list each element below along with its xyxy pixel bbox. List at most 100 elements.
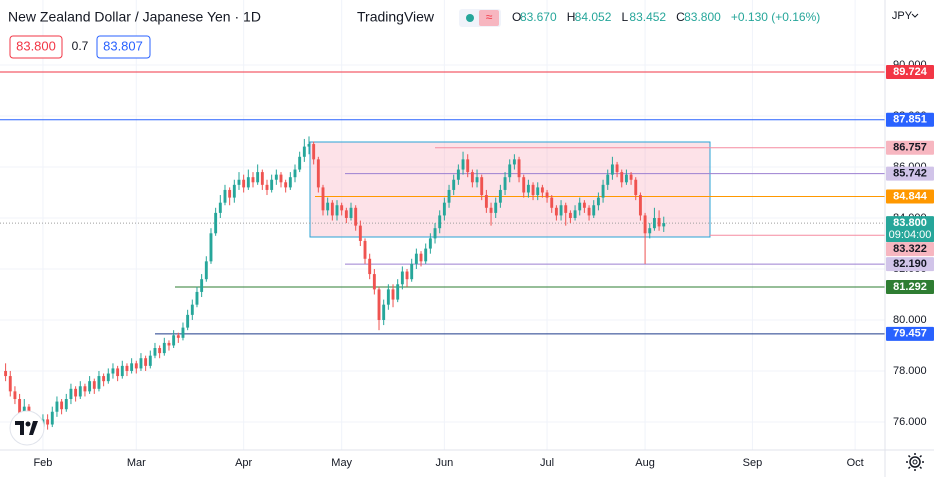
price-tag-countdown: 09:04:00	[889, 229, 932, 241]
candle-body	[508, 164, 512, 178]
symbol-title: New Zealand Dollar / Japanese Yen · 1D	[8, 9, 261, 25]
candle-body	[405, 271, 409, 280]
candle-body	[452, 179, 456, 190]
candle-body	[335, 205, 339, 216]
candle-body	[326, 202, 330, 211]
candle-body	[106, 373, 110, 382]
candle-body	[461, 159, 465, 170]
candle-body	[517, 159, 521, 178]
candle-body	[466, 159, 470, 173]
price-tag-label: 85.742	[893, 167, 927, 179]
price-tag-label: 83.800	[893, 217, 927, 229]
candle-body	[55, 401, 59, 412]
y-tick-label: 76.000	[893, 416, 927, 428]
candle-body	[195, 291, 199, 305]
candle-body	[22, 406, 26, 415]
candle-body	[522, 177, 526, 193]
candle-body	[307, 144, 311, 147]
candle-body	[74, 388, 78, 397]
candle-body	[116, 368, 120, 377]
candle-body	[526, 184, 530, 193]
candle-body	[363, 240, 367, 259]
x-tick-label: Feb	[33, 457, 52, 469]
ohlc-value: 83.452	[629, 10, 666, 24]
candle-body	[237, 179, 241, 185]
candle-body	[428, 238, 432, 249]
candle-body	[368, 258, 372, 275]
currency[interactable]: JPY	[892, 10, 913, 22]
ohlc-value: 83.800	[684, 10, 721, 24]
price-tag	[886, 242, 934, 257]
range-box	[309, 141, 711, 238]
price-tag	[886, 166, 934, 181]
ohlc-key: O	[512, 10, 521, 24]
candle-body	[176, 335, 180, 338]
candle-body	[573, 210, 577, 218]
candle-body	[410, 263, 414, 280]
buy-price[interactable]: 83.807	[103, 38, 143, 53]
candle-body	[260, 172, 264, 185]
brand: TradingView	[357, 9, 435, 25]
candle-body	[606, 174, 610, 185]
price-tag-label: 89.724	[893, 66, 928, 78]
candle-body	[638, 195, 642, 216]
ohlc-key: L	[621, 10, 628, 24]
candle-body	[596, 197, 600, 206]
candle-body	[615, 164, 619, 173]
candle-body	[162, 342, 166, 354]
candle-body	[442, 202, 446, 216]
sell-price[interactable]: 83.800	[16, 38, 56, 53]
candle-body	[200, 279, 204, 292]
settings-button[interactable]	[906, 453, 924, 471]
candle-body	[134, 363, 138, 369]
spread: 0.7	[72, 39, 89, 53]
buy-button[interactable]	[96, 35, 151, 59]
candle-body	[223, 189, 227, 203]
candle-body	[120, 365, 124, 377]
candle-body	[256, 172, 260, 183]
sell-button[interactable]	[9, 35, 63, 59]
price-tag	[886, 112, 934, 127]
candle-body	[652, 217, 656, 229]
candle-body	[69, 388, 73, 400]
candle-body	[125, 365, 129, 371]
candle-body	[321, 187, 325, 211]
candle-body	[190, 304, 194, 315]
x-tick-label: Apr	[235, 457, 252, 469]
candle-body	[358, 225, 362, 241]
candle-body	[349, 207, 353, 218]
candle-body	[111, 368, 115, 374]
candle-body	[545, 192, 549, 198]
candle-body	[648, 228, 652, 234]
currency-caret	[911, 13, 919, 18]
candle-body	[167, 342, 171, 346]
candle-body	[130, 363, 134, 371]
candle-body	[662, 223, 666, 227]
candle-body	[456, 169, 460, 180]
candle-body	[13, 391, 17, 400]
price-tag-label: 83.322	[893, 243, 927, 255]
x-tick-label: Mar	[127, 457, 146, 469]
candle-body	[302, 146, 306, 157]
candle-body	[88, 381, 92, 392]
candle-body	[246, 177, 250, 188]
candle-body	[228, 189, 232, 198]
candle-body	[354, 207, 358, 226]
candle-body	[657, 217, 661, 227]
candle-body	[554, 207, 558, 216]
candle-body	[8, 376, 12, 392]
price-tag	[886, 65, 934, 80]
candle-body	[382, 304, 386, 320]
candle-body	[172, 335, 176, 346]
candle-body	[158, 348, 162, 354]
status-icon-text: ≈	[486, 10, 493, 24]
candle-body	[564, 205, 568, 213]
candle-body	[634, 179, 638, 196]
candle-body	[601, 184, 605, 198]
candle-body	[536, 187, 540, 196]
candle-body	[4, 370, 8, 377]
price-tag	[886, 280, 934, 295]
candle-body	[102, 376, 106, 382]
candle-body	[433, 228, 437, 239]
